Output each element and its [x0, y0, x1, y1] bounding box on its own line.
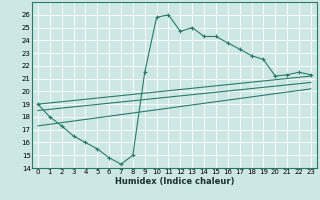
X-axis label: Humidex (Indice chaleur): Humidex (Indice chaleur): [115, 177, 234, 186]
